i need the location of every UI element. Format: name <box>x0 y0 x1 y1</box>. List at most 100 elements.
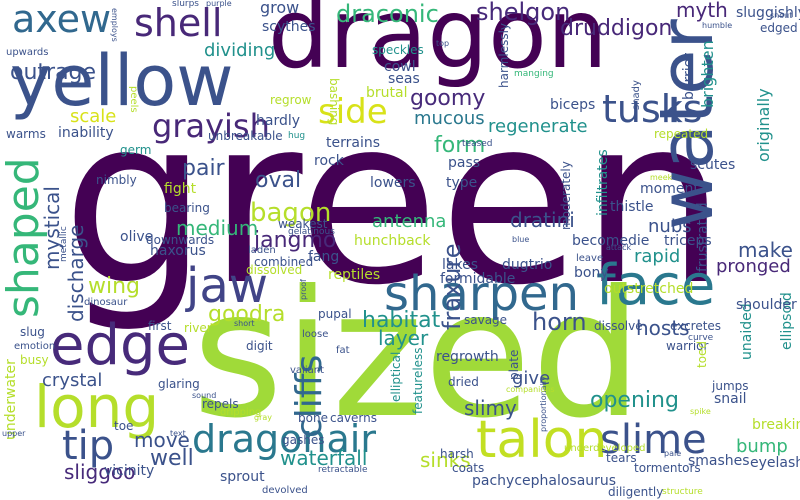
word: shoulder <box>736 297 797 313</box>
word: goomy <box>410 86 486 111</box>
word: grayish <box>152 107 270 145</box>
word: caverns <box>330 411 378 425</box>
word: featureless <box>411 347 425 414</box>
word: bagon <box>250 198 332 228</box>
word: snail <box>714 391 747 407</box>
word: goodra <box>208 302 286 327</box>
word: brutal <box>366 85 408 101</box>
word: dugtrio <box>502 257 553 273</box>
word: plate <box>507 349 521 380</box>
word: hug <box>288 131 306 141</box>
word: downwards <box>146 233 215 247</box>
word: metallic <box>59 226 69 262</box>
word: pale <box>664 449 682 458</box>
word: barrier <box>681 53 697 100</box>
word: sized <box>192 254 643 457</box>
word: horn <box>532 308 587 336</box>
word: type <box>446 175 478 191</box>
word: warms <box>6 127 46 141</box>
word: slime <box>600 417 707 463</box>
word: originally <box>754 88 773 162</box>
word: river <box>184 321 212 335</box>
word: moment <box>640 181 699 197</box>
word: fang <box>308 249 340 265</box>
word: lowers <box>370 175 416 191</box>
word: scale <box>70 106 117 127</box>
word: repeated <box>654 127 709 141</box>
word: give <box>512 368 551 389</box>
word: wing <box>88 274 141 299</box>
word: inability <box>58 125 114 141</box>
word: teased <box>462 139 493 149</box>
word: dissolve <box>594 319 643 333</box>
word: gashes <box>282 433 325 447</box>
word: blue <box>512 235 530 244</box>
word: edge <box>50 313 190 378</box>
word: speckles <box>372 43 424 57</box>
word: opening <box>590 388 679 413</box>
word: oval <box>255 168 302 193</box>
word: formidable <box>440 271 516 287</box>
word: dripping <box>220 407 262 418</box>
word: jumps <box>712 379 749 393</box>
word: tusks <box>602 87 703 131</box>
word: digit <box>246 339 273 353</box>
word: seas <box>388 71 420 87</box>
word: rapid <box>634 246 681 267</box>
word: peels <box>128 86 139 113</box>
word: coats <box>452 461 485 475</box>
word: warrior <box>666 339 709 353</box>
word: fight <box>164 181 197 197</box>
word: face <box>596 253 716 318</box>
word: grow <box>260 0 300 17</box>
word: laden <box>248 245 276 256</box>
word: underwater <box>3 359 19 440</box>
word: leave <box>576 253 604 264</box>
word: triceps <box>664 233 712 249</box>
word: unbreakable <box>208 129 283 143</box>
word: elliptical <box>389 351 403 402</box>
word: curve <box>688 333 714 343</box>
word: make <box>738 238 793 262</box>
word: retractable <box>318 465 368 475</box>
word: busy <box>20 353 49 367</box>
word: structure <box>662 487 703 497</box>
word: outstretched <box>604 281 694 297</box>
word: nubs <box>648 216 692 237</box>
word: upwards <box>6 47 49 58</box>
word: toe <box>114 419 134 433</box>
word: axew <box>12 0 112 41</box>
word: meek <box>650 173 673 182</box>
word: bony <box>574 265 609 281</box>
word: gelatinous <box>288 227 335 237</box>
word: antenna <box>372 211 447 232</box>
word: nimbly <box>96 173 137 187</box>
word: dratini <box>510 208 575 232</box>
word: moderately <box>559 161 573 230</box>
word: dinosaur <box>84 297 128 308</box>
word: dragonair <box>192 417 376 461</box>
word: waterfall <box>280 446 368 470</box>
word: manging <box>514 69 554 79</box>
word: discharge <box>64 224 88 322</box>
word: excretes <box>670 319 722 333</box>
word: pupal <box>318 307 352 321</box>
word: diligently <box>608 485 664 499</box>
word: text <box>170 429 186 438</box>
word: frustrated <box>695 202 711 272</box>
word: sound <box>192 391 217 400</box>
word: proof <box>299 279 308 300</box>
word: regrowth <box>436 349 499 365</box>
word: haxorus <box>150 243 206 259</box>
word: underdeveloped <box>564 443 646 454</box>
word: germ <box>120 143 152 157</box>
word: lakes <box>442 257 478 273</box>
word: sluggishly <box>736 5 800 21</box>
word: shell <box>134 1 223 45</box>
word: bump <box>736 436 788 457</box>
word: pachycephalosaurus <box>472 473 617 489</box>
word: infiltrates <box>595 149 611 216</box>
word: devolved <box>262 485 308 496</box>
word: slug <box>20 325 45 339</box>
word: jangmo <box>254 228 337 253</box>
